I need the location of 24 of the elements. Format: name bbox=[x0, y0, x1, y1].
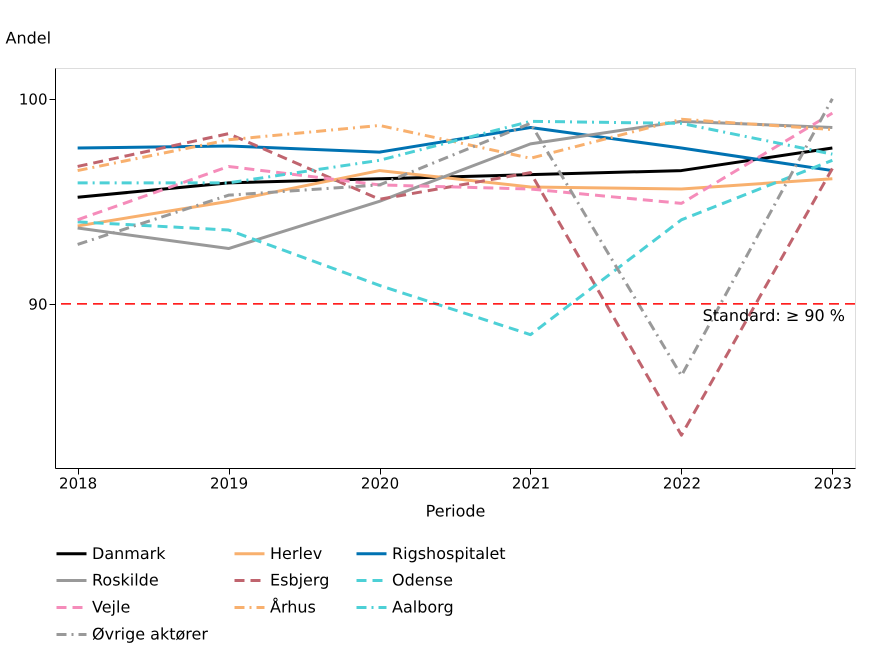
legend-label: Herlev bbox=[270, 544, 322, 563]
legend-label: Øvrige aktører bbox=[92, 624, 208, 644]
ref-line-label: Standard: ≥ 90 % bbox=[702, 306, 845, 325]
line-series bbox=[76, 169, 834, 228]
x-tick-label: 2020 bbox=[360, 474, 400, 492]
x-tick-label: 2021 bbox=[512, 474, 550, 492]
legend-label: Esbjerg bbox=[270, 570, 330, 590]
legend-label: Vejle bbox=[92, 598, 130, 616]
legend-label: Roskilde bbox=[92, 570, 159, 590]
legend-label: Århus bbox=[270, 598, 316, 616]
x-tick-label: 2022 bbox=[662, 474, 702, 492]
legend-label: Danmark bbox=[92, 544, 166, 563]
legend-label: Rigshospitalet bbox=[392, 544, 506, 563]
y-tick-label: 90 bbox=[28, 295, 48, 314]
y-tick-label: 100 bbox=[18, 90, 48, 108]
x-tick-label: 2019 bbox=[210, 474, 248, 492]
line-series bbox=[76, 120, 834, 184]
legend-label: Odense bbox=[392, 570, 453, 590]
x-tick-label: 2023 bbox=[814, 474, 852, 492]
x-tick-label: 2018 bbox=[59, 474, 98, 492]
x-axis-title: Periode bbox=[426, 502, 486, 520]
legend-label: Aalborg bbox=[392, 598, 454, 616]
line-series bbox=[76, 112, 834, 222]
y-axis-title: Andel bbox=[6, 28, 52, 48]
